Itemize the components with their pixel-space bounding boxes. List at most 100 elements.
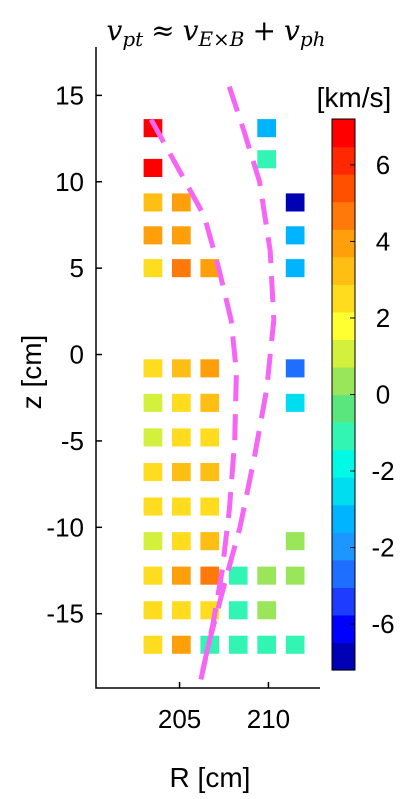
heatmap-cell — [172, 601, 191, 620]
heatmap-cell — [257, 635, 276, 654]
colorbar-segment — [332, 504, 355, 533]
title-term2: v — [284, 14, 300, 47]
heatmap-cell — [285, 393, 305, 412]
colorbar-segment — [332, 587, 355, 616]
heatmap-cell — [257, 119, 276, 138]
axes-frame — [95, 47, 320, 689]
title-plus: + — [253, 14, 276, 47]
heatmap-cells — [143, 119, 305, 654]
heatmap-cell — [228, 566, 248, 585]
heatmap-cell — [143, 635, 163, 654]
heatmap-cell — [200, 497, 220, 516]
heatmap-cell — [143, 359, 163, 378]
heatmap-cell — [285, 359, 305, 378]
heatmap-cell — [172, 635, 191, 654]
x-ticks: 205 210 — [158, 682, 290, 734]
colorbar-tick-label: 2 — [376, 303, 390, 333]
y-tick-label: 0 — [70, 340, 84, 370]
heatmap-cell — [285, 532, 305, 551]
colorbar-segment — [332, 477, 355, 506]
heatmap-cell — [172, 393, 191, 412]
title-approx: ≈ — [151, 14, 174, 47]
colorbar-segment — [332, 229, 355, 258]
heatmap-cell — [143, 393, 163, 412]
heatmap-cell — [143, 566, 163, 585]
y-tick-label: -5 — [61, 426, 84, 456]
heatmap-cell — [200, 428, 220, 447]
y-tick-label: -15 — [46, 599, 84, 629]
title-lhs: v — [106, 14, 122, 47]
heatmap-cell — [143, 532, 163, 551]
chart-title: vpt ≈ vE×B + vph — [106, 14, 325, 51]
y-ticks: 15 10 5 0 -5 -10 -15 — [46, 80, 102, 629]
heatmap-cell — [172, 226, 191, 245]
title-term2-sub: ph — [300, 27, 326, 51]
colorbar-ticks: 6 4 2 0 -2 -2 -6 — [350, 150, 395, 639]
heatmap-cell — [285, 226, 305, 245]
colorbar-tick-label: -6 — [371, 609, 394, 639]
heatmap-cell — [285, 566, 305, 585]
heatmap-cell — [143, 259, 163, 278]
heatmap-cell — [143, 601, 163, 620]
colorbar-segment — [332, 256, 355, 285]
colorbar-segment — [332, 119, 355, 148]
x-tick-label: 205 — [158, 704, 201, 734]
y-tick-label: 10 — [55, 167, 84, 197]
heatmap-cell — [172, 259, 191, 278]
heatmap-cell — [143, 193, 163, 212]
y-tick-label: -10 — [46, 512, 84, 542]
boundary-line — [198, 85, 277, 680]
boundary-lines — [148, 85, 277, 680]
colorbar-segment — [332, 201, 355, 230]
colorbar-segment — [332, 146, 355, 175]
heatmap-cell — [257, 566, 276, 585]
heatmap-cell — [172, 428, 191, 447]
heatmap-cell — [172, 463, 191, 482]
heatmap-cell — [257, 150, 276, 169]
colorbar-segment — [332, 449, 355, 478]
colorbar-tick-label: 0 — [376, 380, 390, 410]
heatmap-cell — [228, 635, 248, 654]
boundary-line — [148, 118, 239, 672]
heatmap-cell — [257, 601, 276, 620]
colorbar-segment — [332, 366, 355, 396]
heatmap-cell — [285, 259, 305, 278]
heatmap-cell — [200, 359, 220, 378]
heatmap-cell — [200, 259, 220, 278]
colorbar-tick-label: -2 — [371, 456, 394, 486]
colorbar-segment — [332, 642, 355, 671]
heatmap-cell — [143, 158, 163, 177]
heatmap-cell — [285, 193, 305, 212]
heatmap-cell — [143, 428, 163, 447]
colorbar-segment — [332, 284, 355, 313]
heatmap-cell — [143, 226, 163, 245]
heatmap-cell — [143, 497, 163, 516]
y-axis-label: z [cm] — [16, 335, 47, 410]
colorbar-tick-label: -2 — [371, 533, 394, 563]
heatmap-cell — [200, 566, 220, 585]
colorbar-segment — [332, 559, 355, 588]
heatmap-cell — [228, 601, 248, 620]
heatmap-cell — [172, 359, 191, 378]
heatmap-cell — [172, 566, 191, 585]
colorbar-segment — [332, 339, 355, 368]
colorbar-segment — [332, 532, 355, 561]
colorbar-segment — [332, 394, 355, 423]
x-tick-label: 210 — [247, 704, 290, 734]
colorbar-segment — [332, 422, 355, 451]
y-tick-label: 15 — [55, 80, 84, 110]
colorbar-segment — [332, 614, 355, 644]
heatmap-cell — [200, 463, 220, 482]
x-axis-label: R [cm] — [170, 762, 251, 793]
heatmap-cell — [172, 497, 191, 516]
heatmap-cell — [200, 393, 220, 412]
heatmap-cell — [172, 193, 191, 212]
colorbar-segment — [332, 174, 355, 203]
colorbar-label: [km/s] — [317, 82, 392, 113]
colorbar — [331, 118, 356, 671]
heatmap-cell — [200, 532, 220, 551]
colorbar-tick-label: 4 — [376, 226, 390, 256]
heatmap-cell — [143, 463, 163, 482]
title-lhs-sub: pt — [122, 27, 144, 51]
y-tick-label: 5 — [70, 253, 84, 283]
